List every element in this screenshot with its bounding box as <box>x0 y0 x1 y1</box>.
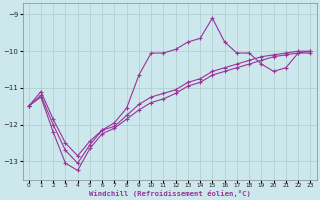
X-axis label: Windchill (Refroidissement éolien,°C): Windchill (Refroidissement éolien,°C) <box>89 190 251 197</box>
